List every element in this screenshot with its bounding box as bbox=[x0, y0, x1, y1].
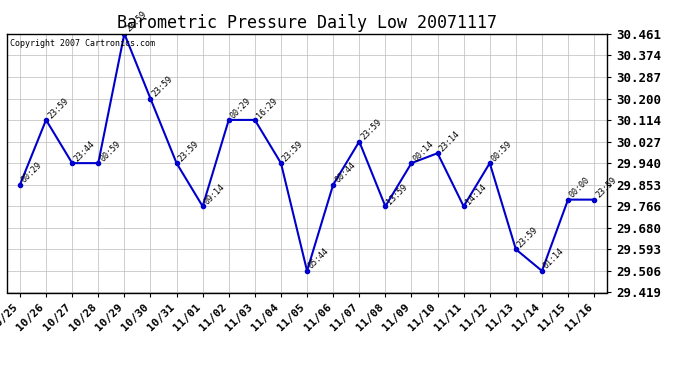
Text: Copyright 2007 Cartronics.com: Copyright 2007 Cartronics.com bbox=[10, 39, 155, 48]
Title: Barometric Pressure Daily Low 20071117: Barometric Pressure Daily Low 20071117 bbox=[117, 14, 497, 32]
Text: 23:59: 23:59 bbox=[177, 139, 201, 163]
Text: 00:00: 00:00 bbox=[568, 176, 592, 200]
Text: 23:44: 23:44 bbox=[72, 139, 96, 163]
Text: 05:44: 05:44 bbox=[307, 247, 331, 271]
Text: 00:59: 00:59 bbox=[98, 139, 122, 163]
Text: 23:59: 23:59 bbox=[359, 117, 383, 141]
Text: 16:29: 16:29 bbox=[255, 96, 279, 120]
Text: 23:14: 23:14 bbox=[437, 129, 462, 153]
Text: 14:14: 14:14 bbox=[464, 182, 488, 206]
Text: 01:14: 01:14 bbox=[542, 247, 566, 271]
Text: 00:44: 00:44 bbox=[333, 160, 357, 185]
Text: 23:59: 23:59 bbox=[516, 225, 540, 249]
Text: 00:29: 00:29 bbox=[20, 160, 44, 185]
Text: 00:14: 00:14 bbox=[411, 139, 435, 163]
Text: 23:59: 23:59 bbox=[46, 96, 70, 120]
Text: 23:59: 23:59 bbox=[594, 176, 618, 200]
Text: 23:59: 23:59 bbox=[281, 139, 305, 163]
Text: 00:29: 00:29 bbox=[229, 96, 253, 120]
Text: 13:59: 13:59 bbox=[385, 182, 409, 206]
Text: 23:59: 23:59 bbox=[124, 10, 148, 34]
Text: 09:14: 09:14 bbox=[203, 182, 227, 206]
Text: 00:59: 00:59 bbox=[490, 139, 514, 163]
Text: 23:59: 23:59 bbox=[150, 75, 175, 99]
